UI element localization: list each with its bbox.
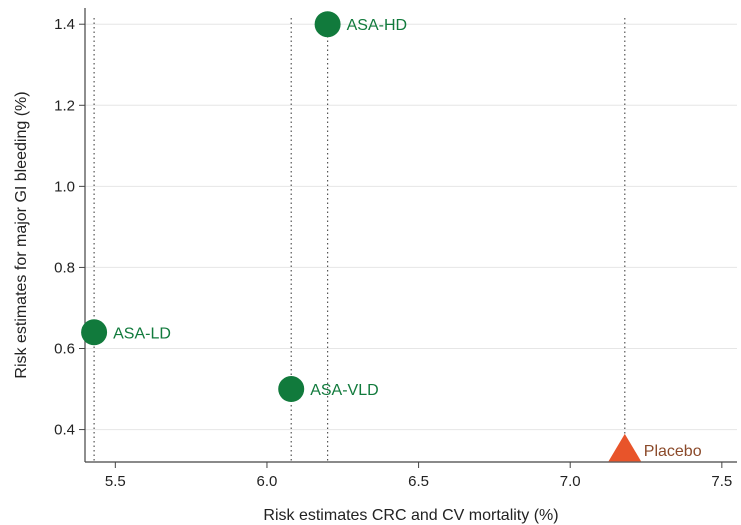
y-axis-label: Risk estimates for major GI bleeding (%)	[13, 91, 30, 378]
data-point-1	[81, 319, 108, 346]
point-labels: ASA-HD ASA-LD ASA-VLD Placebo	[113, 17, 702, 460]
y-axis-ticks: 0.4 0.6 0.8 1.0 1.2 1.4	[54, 16, 85, 439]
point-label-0: ASA-HD	[347, 17, 407, 34]
y-tick-label-2: 0.8	[54, 259, 75, 276]
x-tick-label-0: 5.5	[105, 473, 126, 490]
y-tick-label-5: 1.4	[54, 16, 75, 33]
data-point-2	[278, 376, 305, 403]
point-label-2: ASA-VLD	[310, 382, 378, 399]
x-tick-label-3: 7.0	[560, 473, 581, 490]
data-point-0	[314, 11, 341, 38]
x-tick-label-4: 7.5	[711, 473, 732, 490]
y-tick-label-4: 1.2	[54, 97, 75, 114]
x-axis-ticks: 5.5 6.0 6.5 7.0 7.5	[105, 462, 732, 490]
axes	[84, 8, 737, 463]
data-points	[81, 11, 642, 462]
grid-lines	[85, 23, 737, 431]
x-tick-label-1: 6.0	[257, 473, 278, 490]
x-axis-label: Risk estimates CRC and CV mortality (%)	[263, 507, 558, 524]
y-tick-label-0: 0.4	[54, 422, 75, 439]
x-tick-label-2: 6.5	[408, 473, 429, 490]
y-tick-label-1: 0.6	[54, 341, 75, 358]
point-label-3: Placebo	[644, 443, 702, 460]
y-tick-label-3: 1.0	[54, 178, 75, 195]
point-label-1: ASA-LD	[113, 325, 171, 342]
data-point-3	[608, 433, 642, 462]
